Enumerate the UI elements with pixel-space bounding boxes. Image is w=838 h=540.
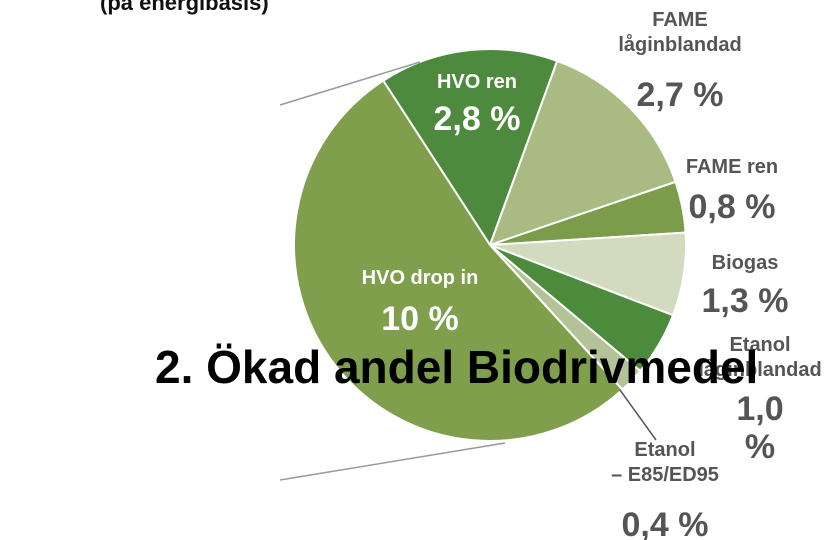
slice-label: Etanol – E85/ED95: [611, 439, 719, 486]
connector-line: [279, 61, 421, 106]
slice-label: FAME låginblandad: [618, 9, 742, 56]
slice-label: Etanol låginblandad: [698, 334, 822, 381]
value-label: 0,4 %: [621, 506, 709, 540]
pie-slice: [293, 79, 624, 442]
annotation: 2. Ökad andel Biodrivmedel: [155, 341, 759, 393]
leader-line: [619, 389, 657, 441]
slice-label: HVO drop in: [361, 267, 479, 289]
value-label: 0,8 %: [688, 188, 776, 226]
pie: [293, 48, 687, 442]
pie-slice: [488, 59, 677, 247]
pie-slice: [381, 48, 559, 248]
slice-label: FAME ren: [685, 156, 779, 178]
value-label: 1,3 %: [701, 282, 789, 320]
slice-label: HVO ren: [436, 71, 518, 93]
value-label: 2,7 %: [636, 76, 724, 114]
value-label: 2,8 %: [433, 100, 521, 138]
value-label: 10 %: [381, 300, 459, 338]
slice-label: Biogas: [711, 252, 779, 274]
value-label: 1,0 %: [736, 390, 784, 466]
subtitle: (på energibasis): [100, 0, 269, 15]
connector-line: [279, 442, 506, 481]
